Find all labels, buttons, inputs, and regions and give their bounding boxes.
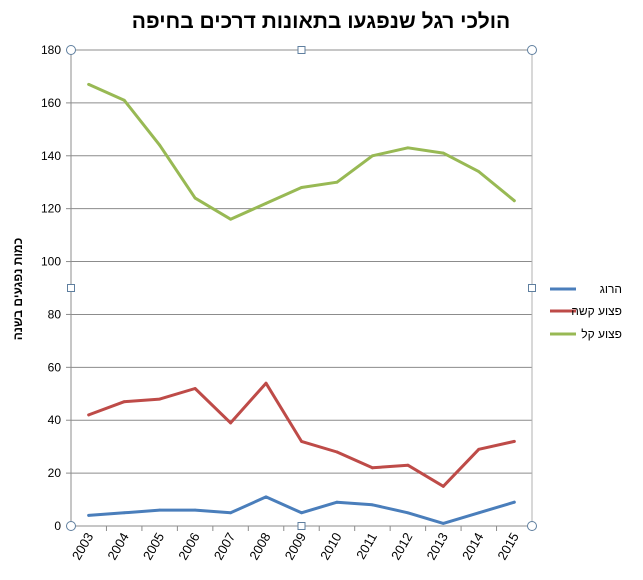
data-point bbox=[229, 511, 232, 515]
y-tick-label: 160 bbox=[41, 96, 61, 110]
selection-handles bbox=[66, 45, 537, 531]
y-tick-label: 120 bbox=[41, 202, 61, 216]
y-tick-label: 60 bbox=[48, 360, 62, 374]
data-point bbox=[300, 186, 303, 189]
gridlines bbox=[71, 49, 532, 474]
data-point bbox=[512, 500, 516, 504]
data-point bbox=[477, 511, 481, 515]
data-point bbox=[335, 500, 339, 504]
y-axis-label: כמות נפגעים בשנה bbox=[11, 238, 25, 341]
data-point bbox=[158, 508, 162, 512]
data-point bbox=[122, 400, 126, 404]
data-point bbox=[512, 199, 516, 203]
legend-label: פצוע קשה bbox=[571, 304, 622, 318]
data-point bbox=[371, 466, 374, 470]
x-tick-label: 2005 bbox=[140, 530, 167, 563]
data-point bbox=[477, 170, 481, 174]
data-point bbox=[87, 82, 91, 86]
y-tick-label: 20 bbox=[48, 466, 62, 480]
x-tick-label: 2008 bbox=[246, 530, 273, 563]
data-point bbox=[477, 447, 481, 451]
legend-label: הרוג bbox=[600, 282, 622, 296]
x-axis-ticks: 2003 2004 2005 2006 2007 2008 2009 2010 2011 2012… bbox=[69, 530, 522, 563]
data-point bbox=[193, 387, 197, 390]
x-tick-label: 2006 bbox=[175, 530, 202, 563]
data-point bbox=[122, 98, 126, 102]
data-point bbox=[335, 180, 339, 184]
resize-handle-corner[interactable] bbox=[527, 45, 537, 55]
data-point bbox=[441, 521, 445, 525]
data-point bbox=[264, 381, 268, 385]
x-tick-label: 2004 bbox=[104, 530, 131, 563]
x-tick-label: 2014 bbox=[459, 530, 486, 563]
data-point bbox=[300, 439, 303, 443]
data-point bbox=[229, 217, 232, 221]
legend-label: פצוע קל bbox=[581, 327, 622, 341]
x-tick-label: 2011 bbox=[353, 530, 380, 562]
y-axis-ticks: 0 20 40 60 80 100 120 140 160 180 bbox=[41, 43, 61, 533]
resize-handle-side[interactable] bbox=[67, 284, 75, 292]
data-point bbox=[406, 146, 410, 150]
data-point bbox=[264, 495, 268, 499]
x-tick-label: 2012 bbox=[388, 530, 415, 563]
resize-handle-side[interactable] bbox=[528, 284, 536, 292]
x-tick-label: 2015 bbox=[494, 530, 521, 563]
data-point bbox=[158, 397, 162, 401]
data-point bbox=[512, 439, 516, 443]
resize-handle-corner[interactable] bbox=[66, 521, 76, 531]
data-point bbox=[122, 511, 126, 515]
series-line bbox=[87, 82, 516, 221]
data-point bbox=[158, 143, 162, 147]
data-point bbox=[441, 484, 445, 488]
resize-handle-corner[interactable] bbox=[527, 521, 537, 531]
data-point bbox=[87, 413, 91, 417]
resize-handle-corner[interactable] bbox=[66, 45, 76, 55]
axes bbox=[66, 49, 533, 531]
y-tick-label: 180 bbox=[41, 43, 61, 57]
resize-handle-side[interactable] bbox=[297, 522, 306, 530]
y-tick-label: 40 bbox=[48, 413, 62, 427]
data-point bbox=[406, 463, 410, 467]
data-point bbox=[371, 154, 374, 158]
legend: הרוג פצוע קשה פצוע קל bbox=[550, 282, 622, 341]
x-tick-label: 2009 bbox=[282, 530, 309, 563]
y-tick-label: 140 bbox=[41, 149, 61, 163]
y-tick-label: 100 bbox=[41, 255, 61, 269]
data-point bbox=[193, 508, 197, 512]
y-tick-label: 0 bbox=[54, 519, 61, 533]
chart-title: הולכי רגל שנפגעו בתאונות דרכים בחיפה bbox=[132, 10, 511, 33]
x-tick-label: 2003 bbox=[69, 530, 96, 563]
resize-handle-side[interactable] bbox=[297, 46, 306, 54]
data-point bbox=[371, 503, 374, 507]
data-point bbox=[441, 151, 445, 155]
series-line bbox=[87, 381, 516, 488]
data-point bbox=[335, 450, 339, 454]
data-point bbox=[193, 196, 197, 200]
data-point bbox=[264, 201, 268, 205]
series-lines bbox=[87, 82, 516, 525]
series-line bbox=[87, 495, 516, 525]
data-point bbox=[406, 511, 410, 515]
data-point bbox=[229, 421, 232, 425]
x-tick-label: 2013 bbox=[423, 530, 450, 563]
x-tick-label: 2010 bbox=[317, 530, 344, 563]
data-point bbox=[87, 514, 91, 517]
y-tick-label: 80 bbox=[48, 307, 62, 321]
x-tick-label: 2007 bbox=[211, 530, 238, 563]
data-point bbox=[300, 511, 303, 515]
